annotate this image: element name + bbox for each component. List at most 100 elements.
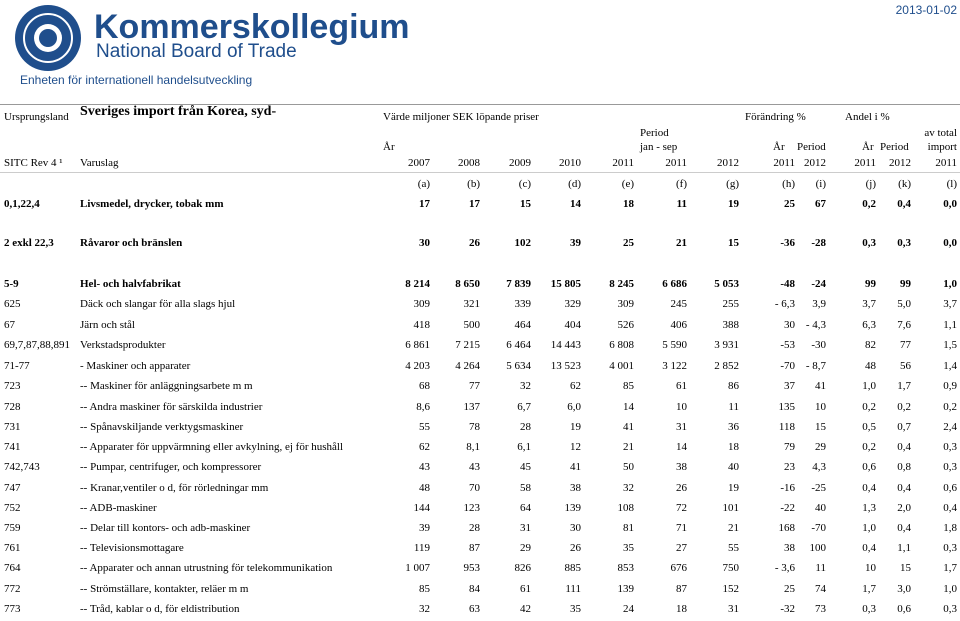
header-letter: (a) bbox=[417, 178, 430, 190]
row-value: 7 839 bbox=[506, 278, 531, 290]
row-value: 245 bbox=[670, 298, 688, 310]
row-value: 6,1 bbox=[517, 441, 531, 453]
row-value: -53 bbox=[780, 339, 795, 351]
row-value: 0,6 bbox=[897, 603, 911, 615]
header-cell: År bbox=[862, 141, 874, 153]
row-value: 61 bbox=[520, 583, 531, 595]
rule bbox=[0, 172, 960, 173]
row-value: 15 805 bbox=[550, 278, 581, 290]
header-year: 2007 bbox=[408, 157, 430, 169]
row-value: 1,0 bbox=[943, 278, 957, 290]
row-value: 101 bbox=[722, 502, 740, 514]
row-value: 71 bbox=[676, 522, 687, 534]
row-value: 21 bbox=[728, 522, 739, 534]
row-value: 0,4 bbox=[862, 542, 876, 554]
row-name: -- Apparater för uppvärmning eller avkyl… bbox=[80, 441, 344, 453]
row-value: 6,0 bbox=[567, 401, 581, 413]
header-cell: Period bbox=[797, 141, 826, 153]
header-cell: Period bbox=[880, 141, 909, 153]
row-value: 99 bbox=[900, 278, 911, 290]
row-value: 418 bbox=[413, 319, 431, 331]
row-code: 741 bbox=[4, 441, 21, 453]
row-value: 750 bbox=[722, 562, 740, 574]
row-value: 15 bbox=[728, 237, 739, 249]
row-value: 8 650 bbox=[455, 278, 480, 290]
row-value: 123 bbox=[463, 502, 481, 514]
row-value: 11 bbox=[676, 198, 687, 210]
row-name: -- Delar till kontors- och adb-maskiner bbox=[80, 522, 251, 534]
row-value: 58 bbox=[520, 482, 531, 494]
row-code: 742,743 bbox=[4, 461, 40, 473]
row-value: 3 931 bbox=[714, 339, 739, 351]
header-year: 2012 bbox=[717, 157, 739, 169]
row-value: 0,6 bbox=[862, 461, 876, 473]
row-value: 41 bbox=[815, 380, 826, 392]
header-cell: jan - sep bbox=[640, 141, 678, 153]
row-value: 28 bbox=[469, 522, 480, 534]
row-value: 0,0 bbox=[943, 198, 957, 210]
row-value: 255 bbox=[722, 298, 740, 310]
row-value: -28 bbox=[811, 237, 826, 249]
row-value: 0,2 bbox=[862, 198, 876, 210]
row-value: 6 686 bbox=[662, 278, 687, 290]
row-code: 747 bbox=[4, 482, 21, 494]
row-value: 61 bbox=[676, 380, 687, 392]
row-code: 67 bbox=[4, 319, 15, 331]
header-cell: SITC Rev 4 ¹ bbox=[4, 157, 63, 169]
row-code: 5-9 bbox=[4, 278, 19, 290]
row-name: Hel- och halvfabrikat bbox=[80, 278, 181, 290]
row-value: 81 bbox=[623, 522, 634, 534]
row-value: 5 590 bbox=[662, 339, 687, 351]
row-value: 4 001 bbox=[609, 360, 634, 372]
row-value: 73 bbox=[815, 603, 826, 615]
row-value: -70 bbox=[811, 522, 826, 534]
row-value: 321 bbox=[463, 298, 481, 310]
row-value: 43 bbox=[419, 461, 430, 473]
row-value: 43 bbox=[469, 461, 480, 473]
row-value: 72 bbox=[676, 502, 687, 514]
row-value: 168 bbox=[778, 522, 796, 534]
row-name: Verkstadsprodukter bbox=[80, 339, 166, 351]
row-value: 15 bbox=[520, 198, 531, 210]
row-name: -- Apparater och annan utrustning för te… bbox=[80, 562, 333, 574]
row-value: 14 bbox=[676, 441, 687, 453]
row-value: -70 bbox=[780, 360, 795, 372]
logo-title: Kommerskollegium bbox=[94, 8, 410, 46]
row-value: -48 bbox=[780, 278, 795, 290]
row-value: 64 bbox=[520, 502, 531, 514]
header-letter: (b) bbox=[467, 178, 480, 190]
row-value: 99 bbox=[865, 278, 876, 290]
row-code: 2 exkl 22,3 bbox=[4, 237, 54, 249]
row-code: 71-77 bbox=[4, 360, 30, 372]
row-value: -25 bbox=[811, 482, 826, 494]
row-value: 0,3 bbox=[943, 603, 957, 615]
row-value: 85 bbox=[623, 380, 634, 392]
header-year: 2010 bbox=[559, 157, 581, 169]
row-value: 4 264 bbox=[455, 360, 480, 372]
row-value: - 3,6 bbox=[774, 562, 795, 574]
header-cell: År bbox=[773, 141, 785, 153]
header-letter: (d) bbox=[568, 178, 581, 190]
header-cell: Ursprungsland bbox=[4, 111, 69, 123]
row-name: -- Tråd, kablar o d, för eldistribution bbox=[80, 603, 240, 615]
row-value: 111 bbox=[565, 583, 581, 595]
row-value: 84 bbox=[469, 583, 480, 595]
row-value: 6,7 bbox=[517, 401, 531, 413]
row-value: 27 bbox=[676, 542, 687, 554]
row-code: 759 bbox=[4, 522, 21, 534]
row-value: 0,3 bbox=[943, 542, 957, 554]
row-value: 50 bbox=[623, 461, 634, 473]
row-value: 30 bbox=[419, 237, 430, 249]
row-value: 2,4 bbox=[943, 421, 957, 433]
row-value: 8 214 bbox=[405, 278, 430, 290]
row-value: 13 523 bbox=[550, 360, 581, 372]
row-value: 30 bbox=[784, 319, 795, 331]
row-value: 0,3 bbox=[862, 237, 876, 249]
row-value: 32 bbox=[520, 380, 531, 392]
row-value: -16 bbox=[780, 482, 795, 494]
header-cell: Förändring % bbox=[745, 111, 806, 123]
row-value: 152 bbox=[722, 583, 740, 595]
row-value: 139 bbox=[564, 502, 582, 514]
row-value: 3,0 bbox=[897, 583, 911, 595]
row-value: 87 bbox=[469, 542, 480, 554]
